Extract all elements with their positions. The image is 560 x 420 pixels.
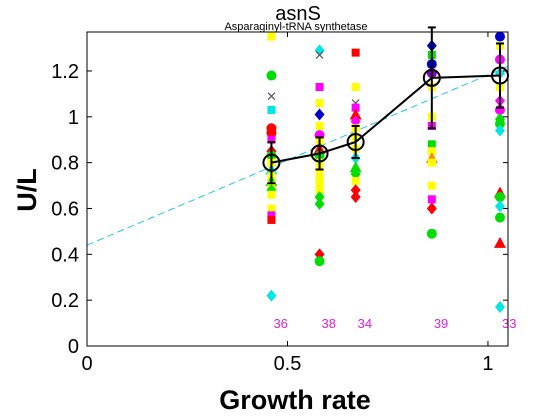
y-tick-label: 0.4 [51,244,79,266]
count-label: 39 [434,316,448,331]
data-point [315,83,324,92]
data-point [314,44,325,57]
count-label: 34 [358,316,372,331]
data-point [427,158,436,167]
y-tick-label: 0.2 [51,290,79,312]
x-tick-label: 0 [81,353,92,375]
plot-area: 36 38 34 39 33 [86,26,516,347]
data-point [314,256,325,267]
data-point [494,212,505,223]
x-axis-label: Growth rate [219,385,371,415]
data-point [266,289,277,302]
data-point [351,103,360,112]
data-point [267,92,276,101]
plot-background [87,32,508,346]
data-point [350,191,361,204]
data-point [315,172,324,181]
y-tick-label: 1 [68,107,79,129]
data-point [427,140,436,149]
mean-point [310,144,329,163]
data-point [494,118,505,129]
data-point [266,127,277,138]
data-point [494,31,505,42]
data-point [349,161,362,173]
data-point [267,204,276,213]
chart-title: asnS [275,3,321,25]
y-axis-label: U/L [12,168,42,212]
data-point [315,179,324,188]
data-point [267,215,276,224]
y-tick-label: 0.6 [51,198,79,220]
mean-point [422,68,441,87]
data-point [266,70,277,81]
data-point [314,197,325,210]
data-point [351,176,360,185]
chart-subtitle: Asparaginyl-tRNA synthetase [224,21,367,33]
data-point [494,200,505,213]
x-tick-label: 0.5 [274,353,302,375]
y-tick-label: 1.2 [51,61,79,83]
mean-line-group [262,26,509,185]
count-label: 38 [322,316,336,331]
data-point [315,50,324,59]
data-point [426,228,437,239]
data-point [315,99,324,108]
data-point [267,135,276,144]
data-point [494,124,505,137]
count-label: 36 [273,316,287,331]
plot-frame [86,31,509,347]
data-point [426,202,437,215]
data-point [351,83,360,92]
count-label: 33 [502,316,516,331]
data-point [351,48,360,57]
data-point [427,195,436,204]
data-point [267,32,276,41]
axes: 0 0.5 1 0 0.2 0.4 0.6 0.8 1 1.2 [51,32,508,375]
data-point [267,190,276,199]
data-point [427,147,436,156]
x-tick-label: 1 [482,353,493,375]
y-tick-label: 0 [68,336,79,358]
data-point [314,108,325,121]
data-point [493,236,506,248]
mean-point [262,153,281,172]
data-point [315,121,324,130]
data-point [267,211,276,220]
y-tick-label: 0.8 [51,153,79,175]
mean-point [346,133,365,152]
data-point [314,191,325,204]
data-point [350,184,361,197]
count-labels: 36 38 34 39 33 [273,316,516,331]
data-point [427,181,436,190]
data-point [267,105,276,114]
data-point [494,192,505,203]
data-point [315,186,324,195]
data-point [494,301,505,314]
data-point [349,108,362,120]
